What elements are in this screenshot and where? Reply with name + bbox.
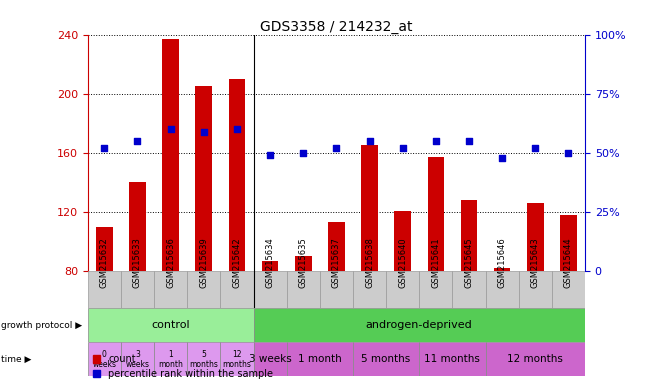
FancyBboxPatch shape bbox=[254, 342, 287, 376]
FancyBboxPatch shape bbox=[88, 271, 121, 308]
FancyBboxPatch shape bbox=[486, 271, 519, 308]
Bar bbox=[262, 261, 278, 271]
Text: GSM215637: GSM215637 bbox=[332, 237, 341, 288]
FancyBboxPatch shape bbox=[254, 308, 585, 342]
Point bbox=[530, 145, 541, 151]
Text: GSM215635: GSM215635 bbox=[299, 237, 307, 288]
Text: time ▶: time ▶ bbox=[1, 355, 32, 364]
FancyBboxPatch shape bbox=[220, 342, 254, 376]
Text: GSM215634: GSM215634 bbox=[266, 237, 274, 288]
Bar bbox=[428, 157, 444, 271]
Text: 1
month: 1 month bbox=[158, 349, 183, 369]
Point bbox=[298, 150, 308, 156]
Point bbox=[463, 138, 474, 144]
FancyBboxPatch shape bbox=[519, 271, 552, 308]
FancyBboxPatch shape bbox=[154, 271, 187, 308]
Text: growth protocol ▶: growth protocol ▶ bbox=[1, 321, 83, 329]
Text: 5
months: 5 months bbox=[189, 349, 218, 369]
Text: GSM215645: GSM215645 bbox=[465, 237, 473, 288]
Bar bbox=[162, 39, 179, 271]
Point bbox=[265, 152, 276, 158]
Bar bbox=[129, 182, 146, 271]
Point bbox=[430, 138, 441, 144]
Point bbox=[364, 138, 374, 144]
Text: 3 weeks: 3 weeks bbox=[249, 354, 291, 364]
Text: GSM215642: GSM215642 bbox=[233, 237, 241, 288]
Bar bbox=[395, 210, 411, 271]
Point bbox=[331, 145, 342, 151]
FancyBboxPatch shape bbox=[320, 271, 353, 308]
Legend: count, percentile rank within the sample: count, percentile rank within the sample bbox=[92, 354, 273, 379]
FancyBboxPatch shape bbox=[187, 342, 220, 376]
Point bbox=[563, 150, 573, 156]
FancyBboxPatch shape bbox=[88, 342, 121, 376]
Text: GSM215639: GSM215639 bbox=[200, 237, 208, 288]
Text: GSM215640: GSM215640 bbox=[398, 237, 407, 288]
Bar bbox=[196, 86, 212, 271]
FancyBboxPatch shape bbox=[552, 271, 585, 308]
Text: GSM215633: GSM215633 bbox=[133, 237, 142, 288]
Text: 3
weeks: 3 weeks bbox=[125, 349, 150, 369]
Title: GDS3358 / 214232_at: GDS3358 / 214232_at bbox=[260, 20, 413, 33]
Bar bbox=[494, 268, 510, 271]
FancyBboxPatch shape bbox=[353, 271, 386, 308]
FancyBboxPatch shape bbox=[121, 271, 154, 308]
FancyBboxPatch shape bbox=[187, 271, 220, 308]
Point bbox=[133, 138, 143, 144]
Text: 12 months: 12 months bbox=[508, 354, 563, 364]
Point bbox=[497, 154, 507, 161]
Text: 1 month: 1 month bbox=[298, 354, 342, 364]
Bar bbox=[560, 215, 577, 271]
Bar bbox=[295, 257, 311, 271]
FancyBboxPatch shape bbox=[254, 271, 287, 308]
Point bbox=[231, 126, 242, 132]
FancyBboxPatch shape bbox=[287, 342, 353, 376]
Text: GSM215646: GSM215646 bbox=[498, 237, 506, 288]
Bar bbox=[229, 79, 245, 271]
FancyBboxPatch shape bbox=[287, 271, 320, 308]
Text: GSM215638: GSM215638 bbox=[365, 237, 374, 288]
Point bbox=[165, 126, 176, 132]
FancyBboxPatch shape bbox=[386, 271, 419, 308]
Text: GSM215636: GSM215636 bbox=[166, 237, 175, 288]
FancyBboxPatch shape bbox=[121, 342, 154, 376]
Text: GSM215643: GSM215643 bbox=[531, 237, 540, 288]
Bar bbox=[527, 203, 543, 271]
Text: GSM215632: GSM215632 bbox=[100, 237, 109, 288]
Text: GSM215644: GSM215644 bbox=[564, 237, 573, 288]
Text: 0
weeks: 0 weeks bbox=[92, 349, 116, 369]
FancyBboxPatch shape bbox=[353, 342, 419, 376]
Bar bbox=[96, 227, 112, 271]
Text: GSM215641: GSM215641 bbox=[432, 237, 440, 288]
Text: control: control bbox=[151, 320, 190, 330]
Point bbox=[397, 145, 408, 151]
Text: 12
months: 12 months bbox=[222, 349, 252, 369]
Text: 11 months: 11 months bbox=[424, 354, 480, 364]
FancyBboxPatch shape bbox=[88, 308, 254, 342]
Bar bbox=[328, 222, 344, 271]
Text: 5 months: 5 months bbox=[361, 354, 411, 364]
Bar bbox=[361, 146, 378, 271]
FancyBboxPatch shape bbox=[154, 342, 187, 376]
Point bbox=[99, 145, 109, 151]
Text: androgen-deprived: androgen-deprived bbox=[366, 320, 473, 330]
Point bbox=[198, 129, 209, 135]
FancyBboxPatch shape bbox=[419, 271, 452, 308]
FancyBboxPatch shape bbox=[220, 271, 254, 308]
FancyBboxPatch shape bbox=[486, 342, 585, 376]
Bar bbox=[461, 200, 477, 271]
FancyBboxPatch shape bbox=[419, 342, 486, 376]
FancyBboxPatch shape bbox=[452, 271, 486, 308]
